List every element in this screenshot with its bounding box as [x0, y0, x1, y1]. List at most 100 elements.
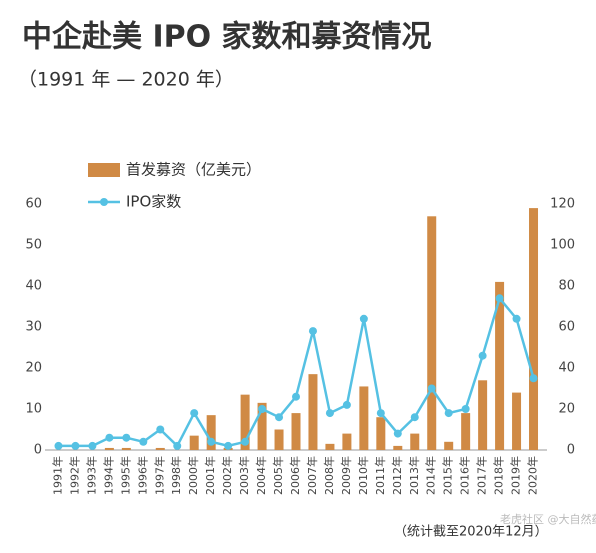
bar — [512, 392, 522, 450]
y2-tick-label: 100 — [550, 238, 575, 253]
chart-title: 中企赴美 IPO 家数和募资情况 — [22, 20, 432, 55]
x-tick-label: 1996年 — [135, 456, 149, 495]
x-tick-label: 2009年 — [339, 456, 353, 495]
legend-label: IPO家数 — [126, 193, 181, 211]
line-marker — [241, 437, 250, 446]
bar — [189, 435, 199, 450]
bar — [308, 374, 318, 450]
line-marker — [444, 409, 453, 418]
line-marker — [410, 413, 419, 422]
bar — [240, 394, 250, 450]
legend-swatch — [100, 198, 108, 206]
bar — [274, 429, 284, 450]
line-marker — [529, 374, 538, 383]
y2-tick-label: 60 — [558, 320, 575, 335]
line-marker — [308, 327, 317, 336]
legend-label: 首发募资（亿美元） — [126, 161, 261, 179]
x-tick-label: 1995年 — [118, 456, 132, 495]
bar — [155, 447, 165, 450]
line-marker — [54, 441, 63, 450]
y-tick-label: 40 — [25, 279, 42, 294]
x-tick-label: 1992年 — [67, 456, 81, 495]
x-tick-label: 2000年 — [186, 456, 200, 495]
x-tick-label: 2002年 — [220, 456, 234, 495]
bar — [410, 433, 420, 450]
x-tick-label: 2005年 — [271, 456, 285, 495]
line-marker — [478, 351, 487, 360]
line-marker — [512, 314, 521, 323]
y-tick-label: 50 — [25, 238, 42, 253]
x-tick-label: 2004年 — [254, 456, 268, 495]
x-tick-label: 2013年 — [407, 456, 421, 495]
line-marker — [122, 433, 131, 442]
bar — [478, 380, 488, 450]
y-tick-label: 0 — [34, 443, 42, 458]
x-tick-label: 1998年 — [169, 456, 183, 495]
line-marker — [376, 409, 385, 418]
x-tick-label: 2008年 — [322, 456, 336, 495]
line-marker — [393, 429, 402, 438]
line-marker — [173, 441, 182, 450]
bar — [104, 447, 114, 450]
bar — [342, 433, 352, 450]
bar — [359, 386, 369, 450]
y-tick-label: 60 — [25, 197, 42, 212]
x-tick-label: 2007年 — [305, 456, 319, 495]
line-marker — [292, 392, 300, 401]
y2-tick-label: 80 — [558, 279, 575, 294]
x-tick-label: 2001年 — [203, 456, 217, 495]
x-tick-label: 2014年 — [424, 456, 438, 495]
bar — [325, 443, 335, 450]
line-marker — [427, 384, 436, 393]
x-tick-label: 2017年 — [475, 456, 489, 495]
y2-tick-label: 40 — [558, 361, 575, 376]
y-tick-label: 10 — [25, 402, 42, 417]
bar — [121, 447, 131, 450]
x-tick-label: 2003年 — [237, 456, 251, 495]
line-marker — [275, 413, 284, 422]
x-tick-label: 2016年 — [458, 456, 472, 495]
line-marker — [342, 400, 351, 409]
x-tick-label: 2006年 — [288, 456, 302, 495]
line-marker — [105, 433, 114, 442]
x-tick-label: 1991年 — [50, 456, 64, 495]
line-marker — [461, 405, 470, 413]
line-marker — [156, 425, 165, 434]
legend-swatch — [88, 163, 120, 177]
bar — [291, 413, 301, 450]
bar — [427, 216, 437, 450]
y2-tick-label: 120 — [550, 197, 575, 212]
x-tick-label: 1997年 — [152, 456, 166, 495]
x-tick-label: 2011年 — [373, 456, 387, 495]
bar — [257, 402, 267, 450]
line-marker — [190, 409, 199, 418]
bar — [444, 441, 454, 450]
line-marker — [325, 409, 334, 418]
bar — [461, 413, 471, 450]
line-marker — [359, 314, 368, 323]
x-tick-label: 1994年 — [101, 456, 115, 495]
line-marker — [88, 441, 97, 450]
line-marker — [207, 437, 216, 446]
y-tick-label: 20 — [25, 361, 42, 376]
bar — [206, 415, 216, 450]
x-tick-label: 1993年 — [84, 456, 98, 495]
chart-subtitle: （1991 年 — 2020 年） — [18, 69, 234, 91]
line-marker — [224, 441, 233, 450]
x-tick-label: 2019年 — [509, 456, 523, 495]
line-marker — [139, 437, 148, 446]
x-tick-label: 2012年 — [390, 456, 404, 495]
y2-tick-label: 20 — [558, 402, 575, 417]
line-marker — [71, 441, 80, 450]
line-marker — [258, 405, 267, 413]
y-tick-label: 30 — [25, 320, 42, 335]
x-tick-label: 2010年 — [356, 456, 370, 495]
bar — [529, 208, 539, 450]
x-tick-label: 2015年 — [441, 456, 455, 495]
bar — [495, 281, 505, 450]
watermark: 老虎社区 @大自然药业 — [500, 512, 596, 526]
line-marker — [495, 294, 504, 303]
bar — [376, 417, 386, 450]
y2-tick-label: 0 — [567, 443, 575, 458]
